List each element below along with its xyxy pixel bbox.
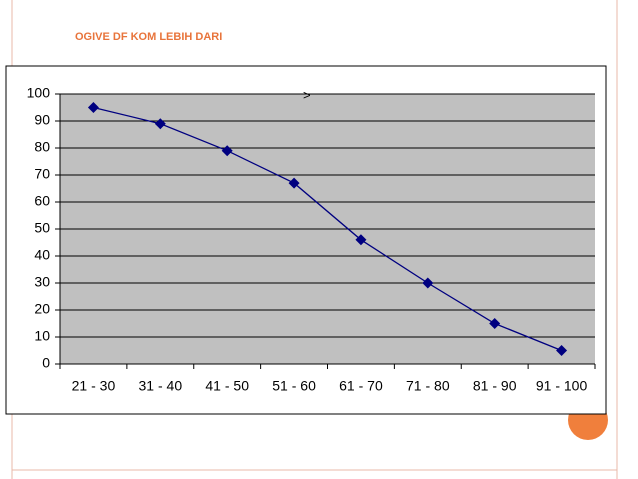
marker xyxy=(422,277,434,289)
marker xyxy=(87,102,99,113)
marker xyxy=(489,318,501,329)
y-tick-label: 20 xyxy=(34,301,50,317)
marker xyxy=(355,234,367,246)
marker xyxy=(288,177,300,189)
y-tick-label: 40 xyxy=(34,247,50,263)
slide-title: OGIVE DF KOM LEBIH DARI xyxy=(75,31,222,43)
y-tick-label: 0 xyxy=(42,355,50,371)
marker xyxy=(556,345,568,356)
y-tick-label: 30 xyxy=(34,274,50,290)
annotation: > xyxy=(303,87,311,102)
x-tick-label: 61 - 70 xyxy=(339,378,383,394)
y-tick-label: 50 xyxy=(34,220,50,236)
x-tick-label: 71 - 80 xyxy=(406,378,450,394)
y-tick-label: 90 xyxy=(34,112,50,128)
series-line xyxy=(93,106,562,352)
x-tick-label: 31 - 40 xyxy=(139,378,183,394)
x-tick-label: 51 - 60 xyxy=(272,378,316,394)
y-tick-label: 70 xyxy=(34,166,50,182)
y-tick-label: 60 xyxy=(34,193,50,209)
x-tick-label: 91 - 100 xyxy=(536,378,588,394)
y-tick-label: 100 xyxy=(27,85,51,101)
y-tick-label: 80 xyxy=(34,139,50,155)
x-tick-label: 41 - 50 xyxy=(205,378,249,394)
x-tick-label: 21 - 30 xyxy=(72,378,116,394)
x-tick-label: 81 - 90 xyxy=(473,378,517,394)
y-tick-label: 10 xyxy=(34,328,50,344)
marker xyxy=(221,145,233,157)
marker xyxy=(154,118,166,130)
